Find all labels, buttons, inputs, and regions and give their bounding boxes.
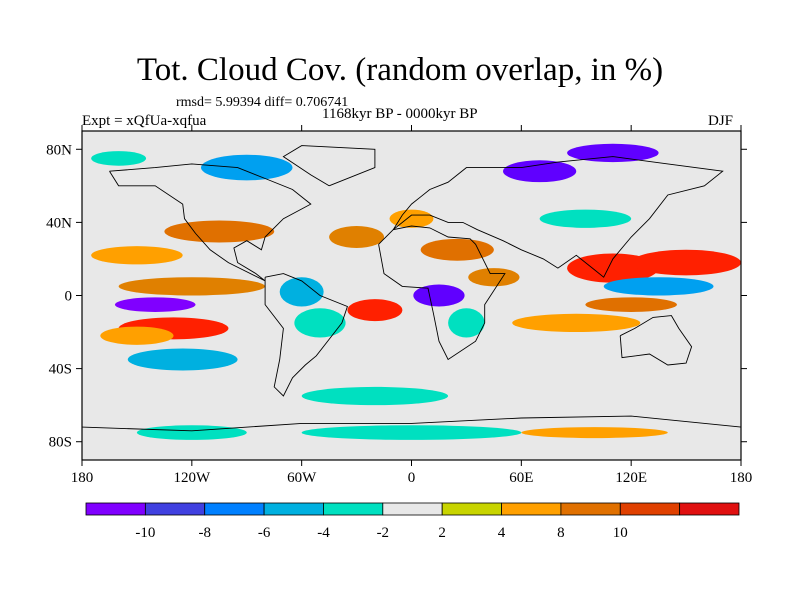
lat-tick-label: 80S [49, 435, 72, 451]
anomaly-patch [585, 297, 677, 312]
anomaly-patch [603, 277, 714, 296]
lon-tick-label: 120E [615, 470, 647, 486]
colorbar-label: 2 [438, 525, 446, 541]
colorbar-swatch [441, 502, 502, 516]
colorbar-label: 8 [557, 525, 565, 541]
coastline [109, 163, 312, 282]
colorbar-swatch [619, 502, 681, 516]
colorbar-swatch [679, 502, 740, 516]
coastline [82, 415, 741, 432]
lon-tick-label: 60E [509, 470, 533, 486]
colorbar-label: 4 [498, 525, 506, 541]
anomaly-patch [91, 246, 183, 265]
anomaly-patch [512, 313, 641, 333]
lon-tick-label: 60W [287, 470, 317, 486]
anomaly-patch [294, 308, 346, 338]
anomaly-field [82, 143, 741, 440]
anomaly-patch [164, 220, 275, 243]
experiment-label: Expt = xQfUa-xqfua [82, 113, 207, 129]
anomaly-patch [118, 277, 266, 296]
colorbar-swatch [263, 502, 324, 516]
stats-line: rmsd= 5.99394 diff= 0.706741 [176, 95, 349, 110]
anomaly-patch [136, 425, 247, 440]
colorbar-label: -6 [258, 525, 271, 541]
colorbar-swatch [501, 502, 562, 516]
anomaly-patch [631, 249, 741, 276]
lon-tick-label: 0 [408, 470, 416, 486]
map-title: Tot. Cloud Cov. (random overlap, in %) [136, 52, 664, 88]
anomaly-patch [127, 348, 238, 371]
anomaly-patch [301, 386, 449, 406]
colorbar-swatch [85, 502, 146, 516]
colorbar-swatch [323, 502, 384, 516]
lat-tick-label: 40N [46, 215, 72, 231]
lat-tick-label: 0 [65, 289, 73, 305]
lat-tick-label: 40S [49, 362, 72, 378]
anomaly-patch [329, 226, 385, 248]
colorbar-swatch [144, 502, 206, 516]
colorbar-label: -10 [135, 525, 155, 541]
lon-tick-label: 180 [71, 470, 94, 486]
colorbar-label: -2 [377, 525, 390, 541]
colorbar-swatch [382, 502, 443, 516]
anomaly-patch [468, 268, 520, 287]
anomaly-patch [413, 284, 465, 307]
lon-tick-label: 180 [730, 470, 753, 486]
coastline [378, 225, 506, 361]
lon-tick-label: 120W [173, 470, 211, 486]
anomaly-patch [279, 277, 324, 307]
lat-tick-label: 80N [46, 142, 72, 158]
coastline [619, 315, 693, 366]
anomaly-patch [91, 151, 147, 166]
anomaly-patch [200, 154, 293, 181]
colorbar-label: -8 [198, 525, 211, 541]
anomaly-patch [567, 143, 659, 163]
map-background [82, 131, 741, 460]
anomaly-patch [539, 209, 632, 228]
anomaly-patch [301, 425, 522, 440]
anomaly-patch [100, 326, 174, 345]
colorbar-swatch [204, 502, 265, 516]
anomaly-patch [114, 297, 196, 312]
coastline [282, 145, 376, 187]
anomaly-patch [420, 238, 494, 261]
anomaly-patch [448, 308, 485, 338]
coastline [264, 273, 348, 397]
colorbar-label: -4 [317, 525, 330, 541]
anomaly-patch [521, 427, 668, 439]
coastline [392, 156, 724, 278]
anomaly-patch [503, 160, 577, 183]
colorbar-swatch [560, 502, 621, 516]
anomaly-patch [347, 299, 403, 322]
period-label: 1168kyr BP - 0000kyr BP [322, 106, 478, 122]
colorbar-label: 10 [613, 525, 628, 541]
season-label: DJF [708, 113, 734, 129]
